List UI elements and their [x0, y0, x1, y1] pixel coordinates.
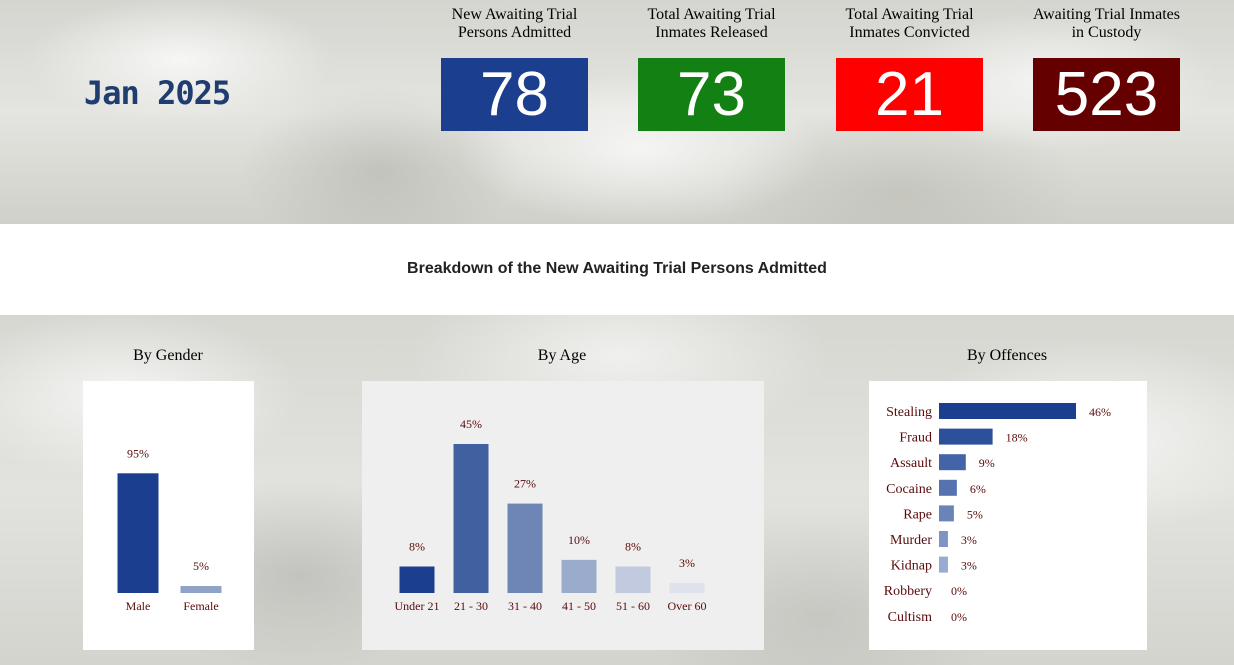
kpi-label-line: New Awaiting Trial: [451, 6, 578, 23]
data-label: 18%: [1006, 431, 1028, 445]
bar: [669, 583, 705, 593]
offences-chart: Stealing 46% Fraud 18% Assault 9% Cocaine 6% Rap…: [869, 381, 1147, 650]
category-label: 51 - 60: [616, 599, 650, 613]
data-label: 45%: [460, 417, 482, 431]
bar: [615, 566, 651, 593]
kpi-label: Total Awaiting Trial Inmates Released: [638, 6, 785, 42]
category-label: Assault: [890, 456, 932, 471]
gender-chart-title: By Gender: [133, 347, 203, 364]
category-label: Stealing: [886, 405, 932, 420]
bar: [180, 586, 222, 593]
kpi-convicted: Total Awaiting Trial Inmates Convicted 2…: [836, 6, 983, 131]
category-label: Male: [126, 599, 151, 613]
data-label: 8%: [409, 540, 425, 554]
kpi-value: 73: [638, 58, 785, 131]
age-chart-title: By Age: [537, 347, 587, 364]
bar: [939, 403, 1076, 419]
data-label: 9%: [979, 456, 995, 470]
bar: [939, 556, 948, 573]
age-chart: 8% Under 21 45% 21 - 30 27% 31 - 40 10% 41 - 50…: [362, 381, 764, 650]
kpi-label-line: Total Awaiting Trial: [845, 6, 974, 23]
kpi-in-custody: Awaiting Trial Inmates in Custody 523: [1033, 6, 1180, 131]
data-label: 0%: [951, 584, 967, 598]
bar: [561, 559, 597, 593]
offences-chart-title: By Offences: [966, 347, 1048, 364]
data-label: 6%: [970, 482, 986, 496]
kpi-new-admitted: New Awaiting Trial Persons Admitted 78: [441, 6, 588, 131]
kpi-label-line: Total Awaiting Trial: [647, 6, 776, 23]
category-label: 31 - 40: [508, 599, 542, 613]
data-label: 46%: [1089, 405, 1111, 419]
category-label: Female: [183, 599, 218, 613]
category-label: Cultism: [888, 610, 932, 625]
kpi-label-line: Persons Admitted: [457, 24, 572, 41]
kpi-value: 523: [1033, 58, 1180, 131]
bar: [399, 566, 435, 593]
bar: [507, 503, 543, 593]
category-label: Robbery: [884, 584, 932, 599]
data-label: 3%: [679, 556, 695, 570]
data-label: 8%: [625, 540, 641, 554]
kpi-released: Total Awaiting Trial Inmates Released 73: [638, 6, 785, 131]
chart-panel: [362, 381, 764, 650]
kpi-value: 21: [836, 58, 983, 131]
kpi-value: 78: [441, 58, 588, 131]
bar: [939, 428, 993, 445]
kpi-label: Total Awaiting Trial Inmates Convicted: [836, 6, 983, 42]
kpi-label-line: Awaiting Trial Inmates: [1033, 6, 1180, 23]
data-label: 5%: [193, 559, 209, 573]
section-band: Breakdown of the New Awaiting Trial Pers…: [0, 224, 1234, 315]
category-label: Murder: [890, 533, 932, 548]
data-label: 5%: [967, 507, 983, 521]
kpi-label: Awaiting Trial Inmates in Custody: [1033, 6, 1180, 42]
bar: [939, 454, 966, 471]
bar: [453, 444, 489, 593]
kpi-label-line: in Custody: [1071, 24, 1142, 41]
category-label: Under 21: [395, 599, 440, 613]
category-label: 41 - 50: [562, 599, 596, 613]
data-label: 27%: [514, 477, 536, 491]
section-title: Breakdown of the New Awaiting Trial Pers…: [407, 260, 827, 277]
kpi-label: New Awaiting Trial Persons Admitted: [441, 6, 588, 42]
kpi-label-line: Inmates Convicted: [849, 24, 970, 41]
chart-panel: [869, 381, 1147, 650]
bar: [939, 479, 957, 496]
category-label: Rape: [903, 507, 932, 522]
category-label: Cocaine: [886, 482, 932, 497]
category-label: 21 - 30: [454, 599, 488, 613]
category-label: Kidnap: [891, 559, 932, 574]
category-label: Fraud: [899, 431, 932, 446]
kpi-label-line: Inmates Released: [655, 24, 768, 41]
bar: [939, 505, 954, 522]
data-label: 10%: [568, 533, 590, 547]
header-background: [0, 0, 1234, 224]
gender-chart: 95% Male 5% Female: [83, 381, 254, 650]
bar: [939, 531, 948, 547]
category-label: Over 60: [668, 599, 707, 613]
chart-panel: [83, 381, 254, 650]
data-label: 0%: [951, 610, 967, 624]
data-label: 3%: [961, 533, 977, 547]
report-month: Jan 2025: [84, 74, 231, 112]
bar: [117, 473, 159, 593]
data-label: 95%: [127, 446, 149, 460]
data-label: 3%: [961, 559, 977, 573]
